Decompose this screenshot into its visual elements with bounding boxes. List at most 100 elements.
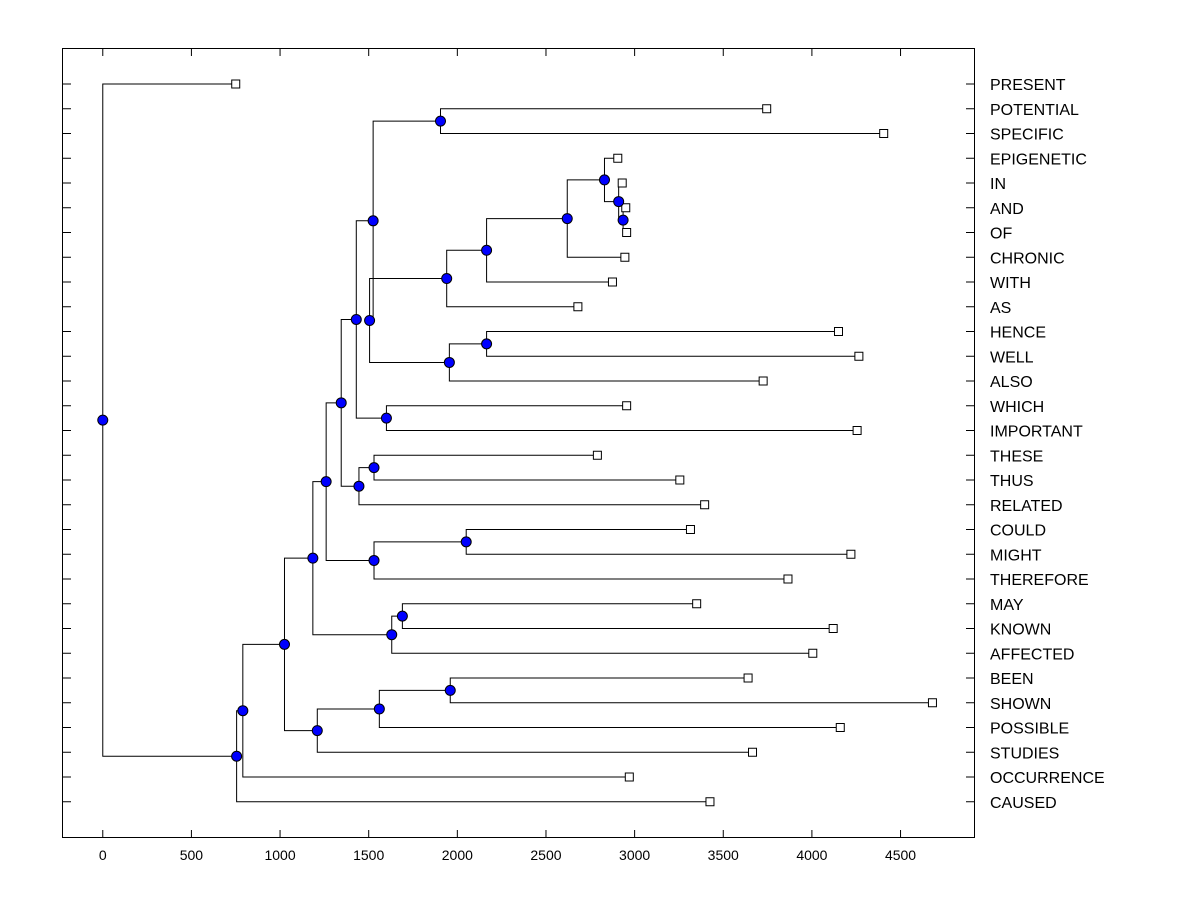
leaf-label-therefore: THEREFORE bbox=[990, 572, 1089, 589]
leaf-label-in: IN bbox=[990, 176, 1006, 193]
leaf-marker-could bbox=[685, 525, 695, 534]
merge-node-n8 bbox=[443, 356, 455, 368]
leaf-label-well: WELL bbox=[990, 349, 1034, 366]
leaf-label-affected: AFFECTED bbox=[990, 646, 1074, 663]
merge-node-n25 bbox=[311, 725, 323, 737]
leaf-label-could: COULD bbox=[990, 523, 1046, 540]
merge-node-n28 bbox=[231, 750, 243, 762]
merge-node-n18 bbox=[368, 554, 380, 566]
leaf-label-as: AS bbox=[990, 300, 1011, 317]
x-tick-label: 1500 bbox=[353, 847, 384, 863]
x-tick-label: 4500 bbox=[885, 847, 916, 863]
leaf-label-with: WITH bbox=[990, 275, 1031, 292]
leaf-label-caused: CAUSED bbox=[990, 795, 1057, 812]
leaf-label-present: PRESENT bbox=[990, 77, 1066, 94]
x-tick-label: 3500 bbox=[708, 847, 739, 863]
merge-node-n16 bbox=[335, 397, 347, 409]
leaf-marker-shown bbox=[927, 698, 937, 708]
branch-n19 bbox=[325, 402, 375, 561]
merge-node-n21 bbox=[386, 629, 398, 641]
merge-node-n11 bbox=[367, 215, 379, 227]
merge-node-n4 bbox=[561, 213, 573, 225]
merge-node-n24 bbox=[373, 703, 385, 715]
branch-n28 bbox=[236, 710, 710, 803]
merge-node-n2 bbox=[613, 196, 625, 208]
leaf-label-been: BEEN bbox=[990, 671, 1034, 688]
leaf-labels-group: PRESENT POTENTIAL SPECIFIC EPIGENETIC IN AND O… bbox=[990, 77, 1105, 812]
merge-node-n7 bbox=[481, 338, 493, 350]
leaf-label-may: MAY bbox=[990, 597, 1024, 614]
merge-node-n9 bbox=[364, 314, 376, 326]
leaf-label-which: WHICH bbox=[990, 399, 1044, 416]
merge-node-n3 bbox=[598, 174, 610, 186]
merge-node-n19 bbox=[320, 476, 332, 488]
merge-node-n23 bbox=[444, 684, 456, 696]
leaf-label-might: MIGHT bbox=[990, 547, 1042, 564]
leaf-label-specific: SPECIFIC bbox=[990, 127, 1064, 144]
leaf-marker-studies bbox=[748, 747, 758, 757]
merge-node-n22 bbox=[307, 552, 319, 564]
branch-n25 bbox=[316, 708, 753, 753]
leaf-marker-present bbox=[231, 79, 241, 89]
leaf-marker-therefore bbox=[783, 574, 793, 584]
leaf-marker-also bbox=[758, 376, 768, 386]
leaf-marker-caused bbox=[705, 797, 715, 807]
leaf-label-and: AND bbox=[990, 201, 1024, 218]
leaf-label-of: OF bbox=[990, 226, 1012, 243]
leaf-label-important: IMPORTANT bbox=[990, 424, 1083, 441]
x-tick-label: 500 bbox=[180, 847, 204, 863]
leaf-marker-specific bbox=[879, 129, 889, 138]
branch-n9 bbox=[369, 278, 450, 363]
merge-node-n10 bbox=[434, 115, 446, 127]
plot-frame bbox=[62, 48, 975, 838]
leaf-marker-as bbox=[573, 302, 583, 312]
branch-n24 bbox=[378, 689, 841, 728]
leaf-label-epigenetic: EPIGENETIC bbox=[990, 151, 1087, 168]
leaf-marker-related bbox=[700, 500, 710, 510]
x-tick-label: 2000 bbox=[442, 847, 473, 863]
branch-n11 bbox=[369, 120, 441, 321]
leaf-marker-may bbox=[692, 599, 702, 609]
leaf-marker-chronic bbox=[620, 252, 630, 262]
leaf-markers-group bbox=[231, 79, 937, 807]
branch-n15 bbox=[358, 467, 705, 506]
branch-n4 bbox=[566, 179, 625, 258]
leaf-marker-in bbox=[617, 178, 627, 188]
leaf-marker-with bbox=[607, 277, 617, 287]
x-tick-label: 2500 bbox=[530, 847, 561, 863]
branch-n14 bbox=[373, 454, 680, 481]
x-axis: 0 500 1000 1500 2000 2500 3000 3500 4000 4500 bbox=[99, 48, 916, 863]
leaf-marker-occurrence bbox=[624, 772, 634, 782]
leaf-marker-potential bbox=[762, 104, 772, 114]
merge-node-n29 bbox=[97, 414, 109, 426]
branch-n20 bbox=[401, 603, 834, 629]
x-tick-label: 1000 bbox=[264, 847, 295, 863]
merge-nodes-group bbox=[97, 115, 629, 762]
leaf-marker-affected bbox=[808, 648, 818, 658]
leaf-marker-and bbox=[621, 203, 631, 213]
leaf-label-chronic: CHRONIC bbox=[990, 250, 1065, 267]
leaf-label-studies: STUDIES bbox=[990, 745, 1059, 762]
merge-node-n17 bbox=[460, 536, 472, 548]
leaf-marker-might bbox=[846, 549, 856, 559]
x-tick-label: 4000 bbox=[796, 847, 827, 863]
leaf-label-related: RELATED bbox=[990, 498, 1063, 515]
leaf-marker-thus bbox=[675, 475, 685, 485]
branch-n18 bbox=[373, 541, 788, 580]
branches-group bbox=[102, 83, 933, 803]
branch-n10 bbox=[439, 108, 884, 134]
merge-node-n5 bbox=[481, 244, 493, 256]
leaf-marker-known bbox=[828, 624, 838, 633]
merge-node-n12 bbox=[380, 412, 392, 424]
merge-node-n14 bbox=[368, 462, 380, 474]
leaf-marker-hence bbox=[833, 327, 843, 336]
merge-node-n1 bbox=[617, 214, 629, 226]
leaf-label-possible: POSSIBLE bbox=[990, 721, 1069, 738]
leaf-marker-well bbox=[854, 351, 864, 361]
branch-n21 bbox=[391, 615, 813, 654]
branch-n23 bbox=[449, 677, 933, 704]
leaf-label-shown: SHOWN bbox=[990, 696, 1051, 713]
leaf-marker-which bbox=[622, 401, 632, 411]
leaf-label-thus: THUS bbox=[990, 473, 1034, 490]
leaf-marker-of bbox=[622, 228, 632, 237]
